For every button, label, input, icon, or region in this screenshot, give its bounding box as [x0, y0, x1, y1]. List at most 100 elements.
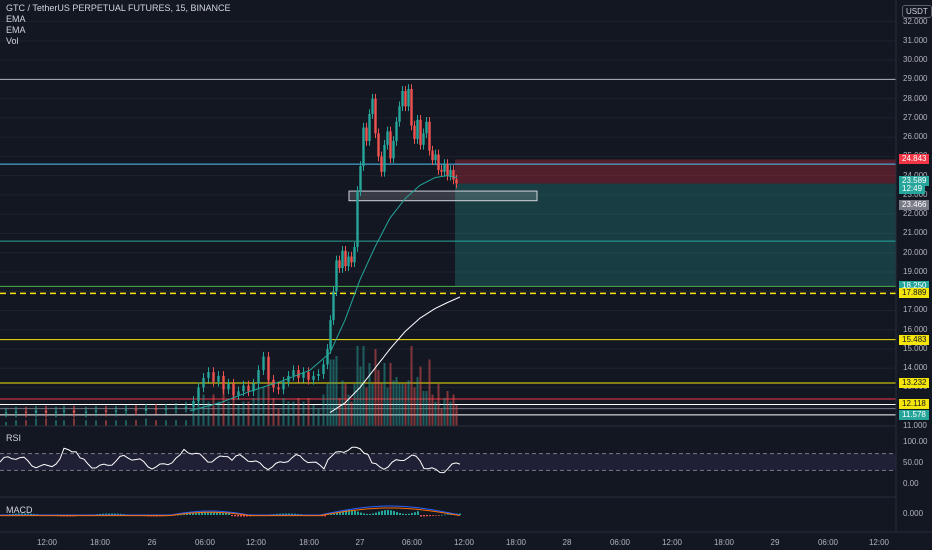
ema-slow-line — [329, 296, 461, 413]
volume-bar — [335, 356, 338, 426]
macd-histogram-bar — [345, 510, 347, 515]
volume-bar — [262, 387, 265, 426]
price-tag: 24.843 — [899, 154, 930, 165]
price-tag: 15.483 — [899, 334, 930, 345]
volume-bar — [434, 401, 437, 426]
candle — [428, 121, 431, 151]
volume-bar — [419, 366, 422, 426]
volume-bar — [282, 398, 285, 426]
macd-histogram-bar — [393, 511, 395, 515]
candle — [232, 383, 235, 396]
volume-bar — [410, 346, 413, 426]
price-tag: 17.889 — [899, 288, 930, 299]
volume-bar — [287, 401, 290, 426]
macd-histogram-bar — [279, 513, 281, 515]
volume-bar — [326, 384, 329, 426]
macd-histogram-bar — [222, 512, 224, 515]
macd-histogram-bar — [384, 510, 386, 515]
position-zones — [348, 159, 896, 287]
rsi-label[interactable]: RSI — [6, 433, 22, 443]
candle — [144, 408, 148, 411]
macd-line — [0, 505, 461, 516]
macd-histogram-bar — [363, 513, 365, 515]
volume-bar — [197, 387, 200, 426]
candle — [386, 131, 389, 145]
volume-bar — [145, 418, 147, 426]
volume-bar — [165, 420, 167, 426]
time-tick: 18:00 — [298, 538, 320, 547]
ema-lines — [189, 175, 461, 413]
price-tag: 23.589 — [899, 175, 930, 186]
volume-bar — [431, 394, 434, 426]
macd-signal-line — [0, 507, 461, 517]
candle — [317, 374, 320, 376]
volume-bar — [356, 346, 359, 426]
time-tick: 27 — [355, 538, 365, 547]
macd-histogram-bar — [204, 512, 206, 515]
candle — [262, 356, 265, 371]
volume-bar — [322, 394, 325, 426]
candle — [401, 90, 404, 107]
price-tag: 12.118 — [899, 399, 929, 410]
rsi-band — [0, 453, 896, 471]
candle — [164, 408, 168, 410]
macd-label[interactable]: MACD — [6, 505, 33, 515]
price-tick: 26.000 — [903, 132, 928, 142]
price-tick: 31.000 — [903, 35, 928, 45]
candle — [322, 364, 325, 375]
macd-histogram-bar — [438, 515, 440, 516]
macd-histogram-bar — [366, 513, 368, 515]
macd-histogram-bar — [192, 512, 194, 515]
candle — [277, 387, 280, 390]
indicator-ema-fast[interactable]: EMA — [6, 14, 26, 24]
candle — [410, 89, 413, 126]
candle — [431, 150, 434, 161]
candle — [413, 125, 416, 140]
indicator-volume[interactable]: Vol — [6, 36, 19, 46]
volume-bar — [217, 401, 220, 426]
volume-bar — [267, 370, 270, 426]
volume-bar — [362, 346, 365, 426]
price-tick: 21.000 — [903, 228, 928, 238]
candle — [312, 375, 315, 380]
macd-histogram-bar — [228, 512, 230, 515]
indicator-ema-slow[interactable]: EMA — [6, 25, 26, 35]
candle — [398, 106, 401, 122]
macd-histogram-bar — [444, 514, 446, 516]
price-tick: 15.000 — [903, 343, 928, 353]
candle — [365, 127, 368, 142]
time-tick: 12:00 — [245, 538, 267, 547]
price-tick: 19.000 — [903, 266, 928, 276]
time-tick: 18:00 — [505, 538, 527, 547]
volume-bar — [395, 377, 398, 426]
volume-bars — [5, 346, 458, 426]
stop-zone — [455, 159, 896, 184]
candle — [419, 119, 422, 145]
time-tick: 12:00 — [36, 538, 58, 547]
macd-histogram-bar — [105, 513, 107, 515]
volume-bar — [422, 391, 425, 426]
volume-bar — [386, 387, 389, 426]
candle — [292, 370, 295, 376]
candle — [374, 98, 377, 134]
volume-bar — [212, 394, 215, 426]
candle — [222, 375, 225, 390]
macd-histogram-bar — [33, 513, 35, 515]
volume-bar — [55, 420, 57, 426]
volume-bar — [5, 422, 7, 426]
candle — [356, 191, 359, 247]
symbol-title[interactable]: GTC / TetherUS PERPETUAL FUTURES, 15, BI… — [6, 3, 231, 13]
candle — [24, 411, 28, 413]
candle — [359, 166, 362, 192]
volume-bar — [443, 398, 446, 426]
candle — [34, 410, 38, 413]
volume-bar — [307, 398, 310, 426]
volume-bar — [95, 420, 97, 426]
candle — [377, 133, 380, 157]
candle — [247, 385, 250, 392]
volume-bar — [347, 394, 350, 426]
candle — [344, 250, 347, 267]
currency-button[interactable]: USDT — [902, 5, 932, 18]
macd-histogram-bar — [189, 512, 191, 515]
